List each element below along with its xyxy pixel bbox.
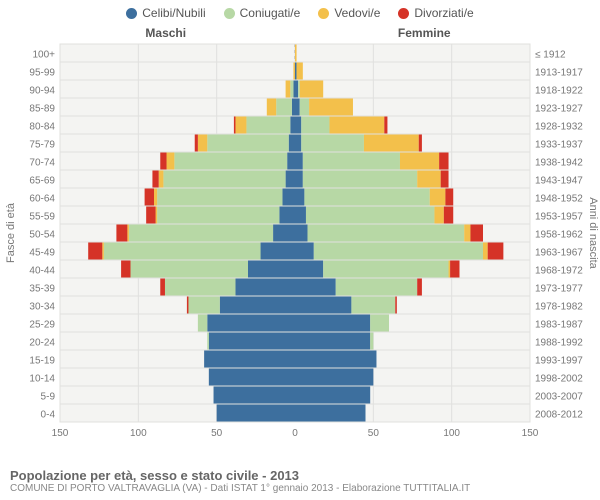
legend-swatch-celibi	[126, 8, 137, 19]
svg-text:90-94: 90-94	[29, 85, 55, 96]
svg-text:95-99: 95-99	[29, 67, 55, 78]
chart-footer: Popolazione per età, sesso e stato civil…	[10, 468, 470, 494]
svg-text:1923-1927: 1923-1927	[535, 103, 583, 114]
legend-label: Celibi/Nubili	[142, 6, 205, 20]
svg-text:1968-1972: 1968-1972	[535, 265, 583, 276]
svg-text:1978-1982: 1978-1982	[535, 301, 583, 312]
legend-item-celibi: Celibi/Nubili	[126, 6, 205, 20]
svg-text:1913-1917: 1913-1917	[535, 67, 583, 78]
svg-text:Anni di nascita: Anni di nascita	[587, 197, 599, 269]
svg-text:30-34: 30-34	[29, 301, 55, 312]
svg-text:5-9: 5-9	[41, 391, 56, 402]
svg-text:55-59: 55-59	[29, 211, 55, 222]
svg-text:1993-1997: 1993-1997	[535, 355, 583, 366]
svg-text:85-89: 85-89	[29, 103, 55, 114]
svg-text:1963-1967: 1963-1967	[535, 247, 583, 258]
svg-text:100: 100	[130, 428, 147, 439]
svg-text:25-29: 25-29	[29, 319, 55, 330]
legend-swatch-coniugati	[224, 8, 235, 19]
svg-text:1948-1952: 1948-1952	[535, 193, 583, 204]
svg-text:45-49: 45-49	[29, 247, 55, 258]
svg-text:100: 100	[443, 428, 460, 439]
svg-text:1983-1987: 1983-1987	[535, 319, 583, 330]
svg-text:1943-1947: 1943-1947	[535, 175, 583, 186]
svg-text:150: 150	[52, 428, 69, 439]
svg-text:35-39: 35-39	[29, 283, 55, 294]
svg-text:≤ 1912: ≤ 1912	[535, 49, 566, 60]
svg-text:50: 50	[368, 428, 380, 439]
legend-item-divorziati: Divorziati/e	[398, 6, 473, 20]
svg-text:0: 0	[292, 428, 298, 439]
svg-text:0-4: 0-4	[41, 409, 56, 420]
svg-text:1958-1962: 1958-1962	[535, 229, 583, 240]
legend-swatch-divorziati	[398, 8, 409, 19]
legend-swatch-vedovi	[318, 8, 329, 19]
svg-text:1973-1977: 1973-1977	[535, 283, 583, 294]
svg-text:75-79: 75-79	[29, 139, 55, 150]
svg-text:60-64: 60-64	[29, 193, 55, 204]
svg-text:40-44: 40-44	[29, 265, 55, 276]
svg-text:20-24: 20-24	[29, 337, 55, 348]
legend-item-vedovi: Vedovi/e	[318, 6, 380, 20]
svg-text:15-19: 15-19	[29, 355, 55, 366]
svg-text:Fasce di età: Fasce di età	[5, 202, 17, 263]
svg-text:1938-1942: 1938-1942	[535, 157, 583, 168]
svg-text:1953-1957: 1953-1957	[535, 211, 583, 222]
footer-title: Popolazione per età, sesso e stato civil…	[10, 468, 470, 483]
svg-text:1988-1992: 1988-1992	[535, 337, 583, 348]
legend-label: Vedovi/e	[334, 6, 380, 20]
legend-label: Coniugati/e	[240, 6, 301, 20]
svg-text:100+: 100+	[32, 49, 55, 60]
svg-text:1918-1922: 1918-1922	[535, 85, 583, 96]
chart-legend: Celibi/Nubili Coniugati/e Vedovi/e Divorzia…	[0, 0, 600, 20]
svg-text:80-84: 80-84	[29, 121, 55, 132]
legend-item-coniugati: Coniugati/e	[224, 6, 301, 20]
svg-text:65-69: 65-69	[29, 175, 55, 186]
svg-text:1998-2002: 1998-2002	[535, 373, 583, 384]
svg-text:Femmine: Femmine	[398, 26, 451, 40]
svg-text:2003-2007: 2003-2007	[535, 391, 583, 402]
svg-text:2008-2012: 2008-2012	[535, 409, 583, 420]
svg-text:1928-1932: 1928-1932	[535, 121, 583, 132]
svg-text:Maschi: Maschi	[145, 26, 186, 40]
svg-text:50-54: 50-54	[29, 229, 55, 240]
svg-text:1933-1937: 1933-1937	[535, 139, 583, 150]
footer-subtitle: COMUNE DI PORTO VALTRAVAGLIA (VA) - Dati…	[10, 483, 470, 494]
legend-label: Divorziati/e	[414, 6, 473, 20]
svg-text:150: 150	[522, 428, 539, 439]
svg-text:50: 50	[211, 428, 223, 439]
population-pyramid-chart: 0 50 50 100 100 150 150 Maschi Femmine Fasce di e…	[0, 20, 600, 450]
svg-text:10-14: 10-14	[29, 373, 55, 384]
svg-text:70-74: 70-74	[29, 157, 55, 168]
